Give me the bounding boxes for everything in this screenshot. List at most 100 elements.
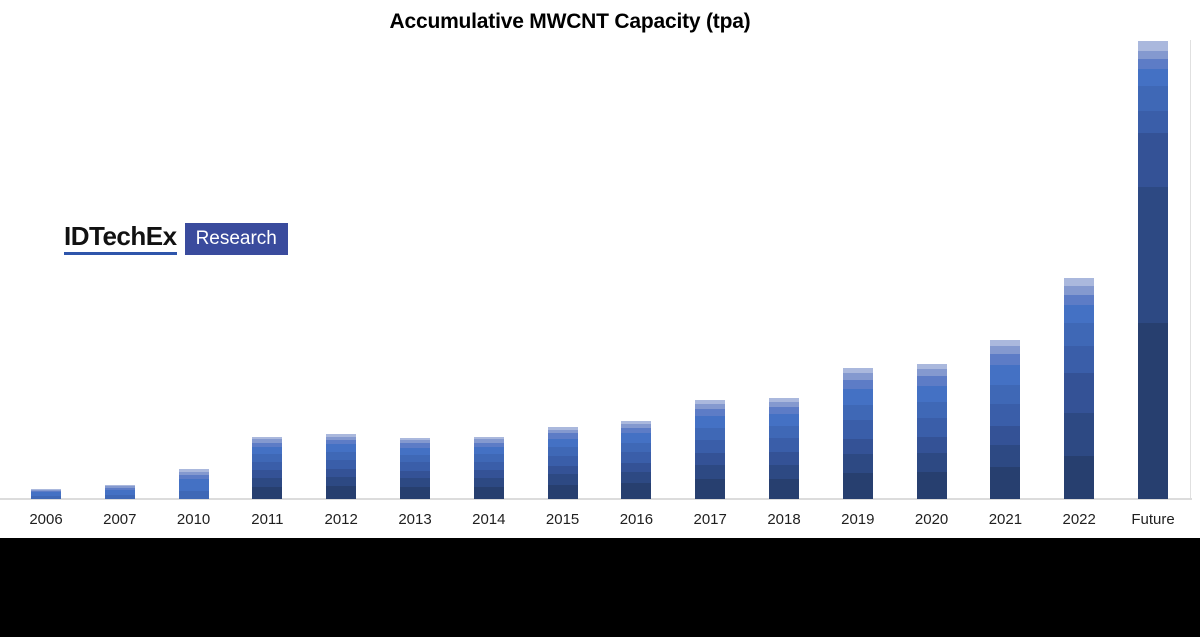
bar-segment (990, 384, 1021, 404)
bar-segment (547, 438, 578, 448)
bar-segment (1138, 41, 1168, 52)
bar-segment (547, 465, 578, 475)
bar-segment (769, 402, 799, 408)
bar-segment (326, 434, 357, 437)
bar-segment (695, 415, 726, 428)
bar-segment (621, 483, 652, 499)
bar-segment (695, 479, 726, 499)
bar-segment (252, 477, 283, 487)
bar-segment (104, 487, 135, 490)
bar-segment (842, 368, 873, 374)
bar-segment (178, 478, 209, 492)
x-tick-label-2019: 2019 (841, 511, 875, 528)
footer-black-band (0, 538, 1200, 637)
x-tick-label-2016: 2016 (619, 511, 654, 528)
bar-segment (473, 439, 504, 443)
bar-segment (1138, 133, 1168, 188)
bar-segment (695, 400, 726, 404)
bar-2015 (547, 427, 578, 499)
bar-segment (400, 486, 430, 499)
bar-2019 (842, 368, 873, 499)
bar-segment (178, 472, 209, 475)
bar-2017 (695, 400, 726, 499)
bar-segment (31, 491, 61, 493)
bar-segment (990, 403, 1021, 426)
bar-segment (104, 486, 135, 488)
bar-segment (842, 438, 873, 455)
bar-segment (1138, 187, 1168, 323)
bar-segment (1064, 278, 1095, 287)
bar-segment (178, 491, 209, 499)
bar-segment (31, 489, 61, 490)
bar-segment (31, 492, 61, 497)
bar-segment (326, 444, 357, 453)
chart-title: Accumulative MWCNT Capacity (tpa) (389, 10, 751, 33)
x-tick-label-2015: 2015 (545, 511, 580, 528)
bar-future (1138, 41, 1168, 499)
bar-segment (990, 346, 1021, 355)
x-tick-label-2007: 2007 (103, 511, 137, 528)
bar-segment (104, 485, 135, 487)
bar-segment (547, 427, 578, 430)
x-tick-label-2018: 2018 (767, 511, 801, 528)
bar-segment (842, 472, 873, 499)
bar-segment (1138, 86, 1168, 112)
bar-segment (473, 454, 504, 462)
bar-segment (400, 462, 430, 471)
bar-2007 (104, 485, 135, 499)
bar-2013 (400, 438, 430, 499)
bar-segment (326, 469, 357, 477)
bar-segment (1138, 69, 1168, 87)
bar-2018 (769, 398, 799, 499)
bar-segment (252, 461, 283, 471)
bar-segment (621, 463, 652, 473)
bar-segment (621, 421, 652, 425)
bar-segment (326, 439, 357, 445)
bar-segment (842, 420, 873, 439)
bar-segment (1064, 323, 1095, 347)
bar-segment (1064, 346, 1095, 373)
x-tick-label-2012: 2012 (324, 511, 358, 528)
plot-right-border (1190, 40, 1191, 499)
bar-segment (400, 438, 430, 441)
bar-segment (1064, 294, 1095, 305)
x-tick-label-2020: 2020 (914, 511, 949, 528)
bar-2020 (916, 364, 947, 499)
bar-segment (621, 442, 652, 453)
bar-segment (326, 476, 357, 486)
bar-segment (621, 424, 652, 428)
bar-segment (990, 467, 1021, 499)
bar-segment (252, 437, 283, 440)
bar-segment (990, 425, 1021, 445)
bar-segment (104, 489, 135, 496)
bar-segment (1138, 59, 1168, 70)
bar-segment (400, 455, 430, 463)
x-tick-label-2017: 2017 (693, 511, 727, 528)
bar-segment (473, 446, 504, 455)
bar-segment (400, 470, 430, 479)
bar-segment (842, 454, 873, 473)
bar-segment (1064, 455, 1095, 499)
bar-segment (178, 469, 209, 472)
bar-segment (769, 414, 799, 427)
bar-segment (990, 340, 1021, 347)
bar-segment (547, 429, 578, 434)
bar-segment (916, 401, 947, 418)
bar-segment (1064, 286, 1095, 295)
bar-segment (695, 427, 726, 440)
bar-segment (400, 447, 430, 456)
x-tick-label-2021: 2021 (988, 511, 1023, 528)
bar-segment (326, 485, 357, 499)
bar-segment (990, 444, 1021, 468)
bar-segment (916, 369, 947, 377)
bar-segment (547, 474, 578, 485)
bar-segment (326, 459, 357, 470)
idtechex-logo: IDTechEx Research (64, 223, 288, 255)
bar-2010 (178, 469, 209, 499)
bar-segment (695, 453, 726, 466)
bar-segment (1064, 304, 1095, 324)
bar-segment (695, 465, 726, 480)
x-tick-label-2011: 2011 (251, 511, 284, 528)
bar-segment (916, 453, 947, 472)
